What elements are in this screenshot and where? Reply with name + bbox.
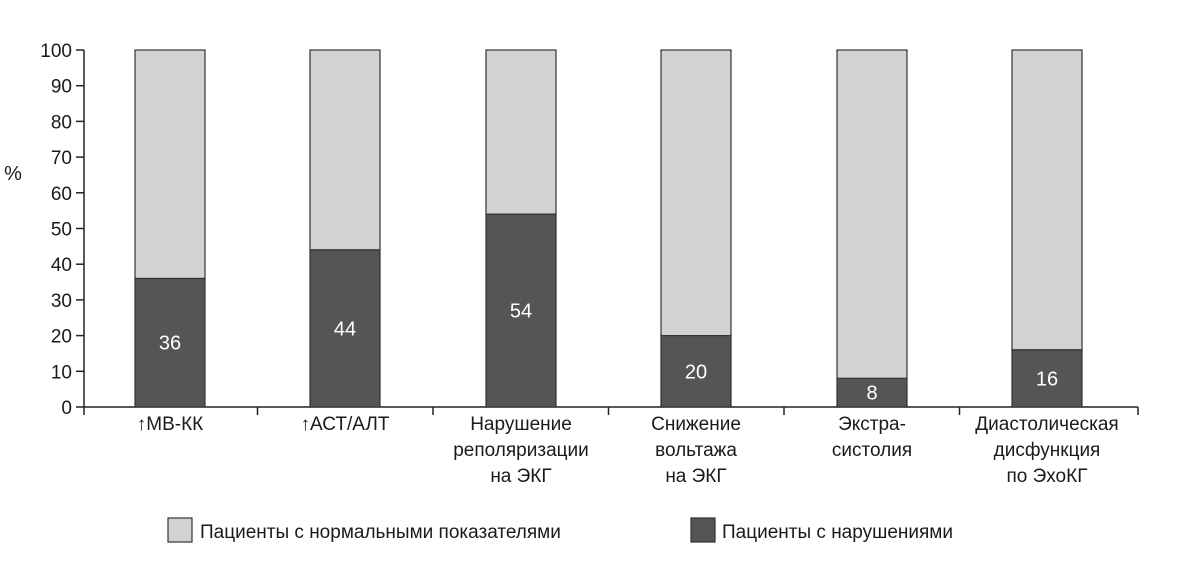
x-category-label-line: по ЭхоКГ	[1006, 466, 1087, 487]
y-tick-label: 10	[51, 362, 72, 383]
x-category-label-line: ↑АСТ/АЛТ	[301, 414, 390, 435]
bar-abnormal-segment	[1011, 349, 1083, 408]
bar-abnormal-segment	[485, 213, 557, 408]
x-category-label-line: Снижение	[651, 414, 741, 435]
bar-normal-segment	[836, 49, 908, 380]
x-category-label: Диастолическая дисфункция по ЭхоКГ	[975, 414, 1118, 487]
bar-value-label: 36	[159, 333, 181, 355]
x-category-label: Экстра-систолия	[832, 414, 912, 461]
plot-area: 0 10 20 30 40 50 60 70 80 90 100% 36 ↑МВ-КК 44 ↑АСТ/АЛ…	[4, 41, 1139, 487]
bar-abnormal-segment	[836, 377, 908, 408]
y-tick-label: 90	[51, 77, 72, 98]
bar-normal-segment	[660, 49, 732, 337]
x-category-label-line: ↑МВ-КК	[137, 414, 203, 435]
x-category-label-line: Нарушение	[470, 414, 572, 435]
y-tick-label: 60	[51, 184, 72, 205]
x-category-label-line: дисфункция	[994, 440, 1101, 461]
y-tick-label: 20	[51, 327, 72, 348]
legend: Пациенты с нормальными показателями Пацие…	[167, 517, 953, 543]
bar-value-label: 54	[510, 301, 532, 323]
x-category-label-line: реполяризации	[453, 440, 589, 461]
legend-label: Пациенты с нарушениями	[722, 522, 953, 543]
legend-label: Пациенты с нормальными показателями	[200, 522, 561, 543]
bar-value-label: 16	[1036, 368, 1058, 390]
x-category-label-line: Экстра-	[838, 414, 906, 435]
x-category-label-line: на ЭКГ	[665, 466, 726, 487]
y-tick-label: 70	[51, 148, 72, 169]
y-tick-label: 100	[40, 41, 72, 62]
bar-abnormal-segment	[660, 335, 732, 408]
x-category-label: Снижение вольтажа на ЭКГ	[651, 414, 741, 487]
legend-swatch	[690, 517, 716, 543]
y-tick-label: 0	[61, 398, 72, 419]
y-tick-label: 80	[51, 112, 72, 133]
bar-normal-segment	[134, 49, 206, 280]
bar-normal-segment	[1011, 49, 1083, 351]
y-tick-label: 30	[51, 291, 72, 312]
legend-swatch	[167, 517, 193, 543]
bar-normal-segment	[309, 49, 381, 251]
bar-value-label: 20	[685, 361, 707, 383]
y-tick-label: 40	[51, 255, 72, 276]
bar-abnormal-segment	[134, 277, 206, 408]
x-category-label: ↑МВ-КК	[137, 414, 203, 435]
bar-value-label: 44	[334, 318, 356, 340]
bar-normal-segment	[485, 49, 557, 215]
x-category-label-line: систолия	[832, 440, 912, 461]
y-axis-label: %	[4, 163, 22, 185]
bar-abnormal-segment	[309, 249, 381, 408]
bar-value-label: 8	[866, 383, 877, 405]
y-tick-label: 50	[51, 220, 72, 241]
x-category-label-line: на ЭКГ	[490, 466, 551, 487]
x-category-label: ↑АСТ/АЛТ	[301, 414, 390, 435]
x-category-label-line: Диастолическая	[975, 414, 1118, 435]
x-category-label-line: вольтажа	[655, 440, 737, 461]
x-category-label: Нарушение реполяризации на ЭКГ	[453, 414, 589, 487]
